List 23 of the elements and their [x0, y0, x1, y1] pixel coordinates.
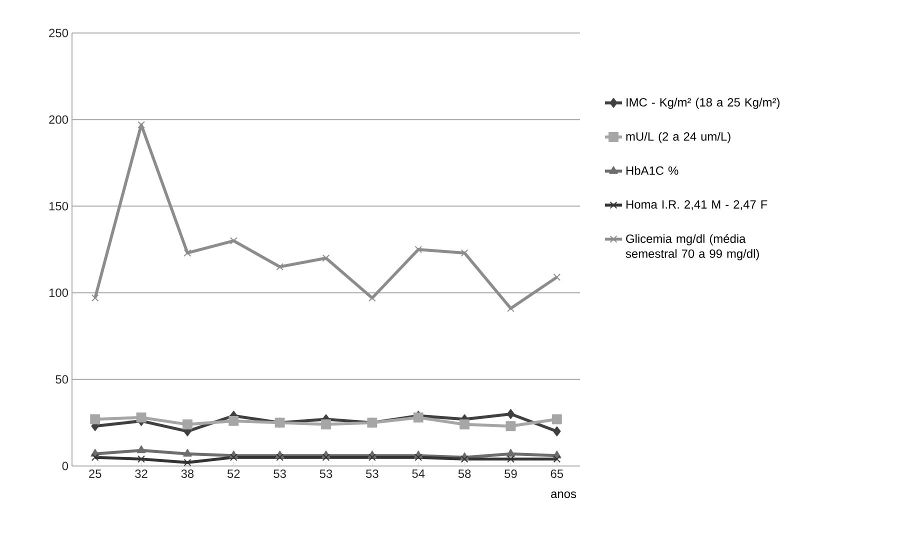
x-tick-label: 58 [458, 470, 471, 478]
y-tick-label: 250 [49, 28, 68, 38]
x-tick-label: 53 [366, 470, 378, 478]
x-tick-label: 38 [181, 470, 194, 478]
legend-label: mU/L (2 a 24 um/L) [626, 132, 730, 144]
x-axis-title: anos [551, 492, 576, 498]
y-tick-label: 0 [62, 462, 68, 470]
legend-label: Glicemia mg/dl (média semestral 70 a 99 mg/dl) [626, 234, 759, 260]
y-tick-label: 50 [56, 375, 68, 384]
x-tick-label: 32 [135, 470, 148, 478]
x-tick-label: 52 [227, 470, 240, 478]
y-tick-label: 200 [49, 115, 68, 124]
legend-label: Homa I.R. 2,41 M - 2,47 F [626, 200, 768, 210]
x-tick-label: 53 [320, 470, 332, 478]
legend-label: HbA1C % [626, 166, 678, 175]
legend-label: IMC - Kg/m² (18 a 25 Kg/m²) [626, 98, 780, 109]
y-tick-label: 100 [49, 288, 68, 298]
y-tick-label: 150 [49, 202, 68, 210]
x-tick-label: 54 [412, 470, 425, 478]
x-tick-label: 65 [550, 470, 564, 478]
x-tick-label: 59 [504, 470, 517, 478]
x-tick-label: 53 [274, 470, 286, 478]
x-tick-label: 25 [89, 470, 102, 478]
